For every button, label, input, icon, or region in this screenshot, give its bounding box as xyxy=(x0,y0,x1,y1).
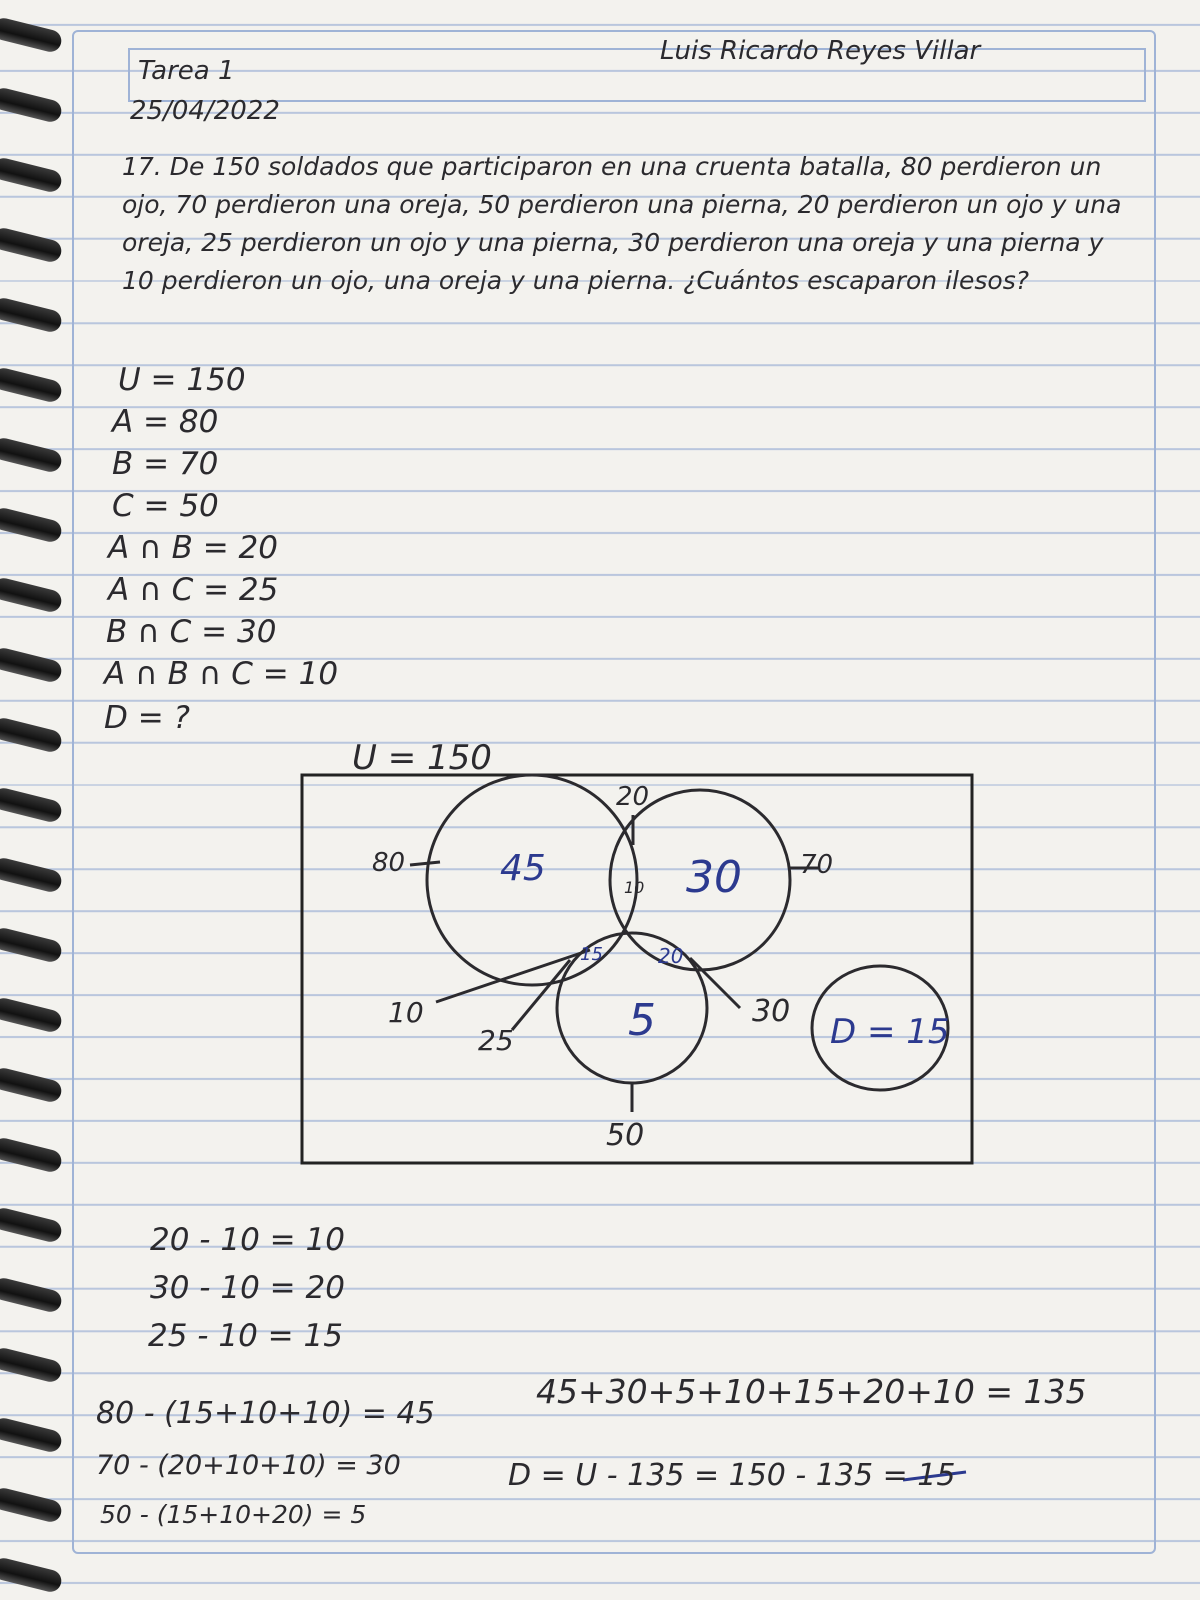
author-name: Luis Ricardo Reyes Villar xyxy=(660,36,981,66)
set-a-total: 80 xyxy=(372,848,406,878)
pair-calc: 30 - 10 = 20 xyxy=(150,1270,345,1306)
universe-label: U = 150 xyxy=(352,738,492,778)
only-c-value: 5 xyxy=(628,995,656,1046)
single-calc: 70 - (20+10+10) = 30 xyxy=(96,1450,401,1481)
pointer-line xyxy=(688,956,742,1010)
page-margin-frame xyxy=(72,30,1156,1554)
bc-only-value: 20 xyxy=(658,944,684,968)
pair-calc: 25 - 10 = 15 xyxy=(148,1318,343,1354)
d-value: D = 15 xyxy=(830,1012,950,1052)
ab-only-value: 10 xyxy=(624,878,645,897)
header-box xyxy=(128,48,1146,102)
set-c-total: 50 xyxy=(606,1118,645,1153)
abc-total-label: 10 xyxy=(388,996,424,1029)
pointer-line xyxy=(435,948,591,1004)
given-line: C = 50 xyxy=(112,488,219,524)
d-circle xyxy=(810,964,950,1092)
sum-calc: 45+30+5+10+15+20+10 = 135 xyxy=(536,1372,1087,1411)
result-calc: D = U - 135 = 150 - 135 = 15 xyxy=(508,1458,956,1493)
assignment-title: Tarea 1 xyxy=(138,56,235,86)
given-line: U = 150 xyxy=(118,362,246,398)
given-line: B ∩ C = 30 xyxy=(106,614,277,650)
pointer-line xyxy=(510,959,572,1031)
ac-only-value: 15 xyxy=(580,944,603,965)
set-b-total: 70 xyxy=(800,850,834,880)
given-line: B = 70 xyxy=(112,446,219,482)
ab-total: 20 xyxy=(616,782,650,812)
given-line: A = 80 xyxy=(112,404,219,440)
given-line: D = ? xyxy=(104,700,191,736)
single-calc: 50 - (15+10+20) = 5 xyxy=(100,1500,367,1529)
given-line: A ∩ C = 25 xyxy=(108,572,279,608)
problem-statement: 17. De 150 soldados que participaron en … xyxy=(122,152,1122,295)
pair-calc: 20 - 10 = 10 xyxy=(150,1222,345,1258)
given-line: A ∩ B = 20 xyxy=(108,530,279,566)
only-a-value: 45 xyxy=(500,848,546,889)
only-b-value: 30 xyxy=(686,852,742,903)
ac-total: 25 xyxy=(478,1024,514,1057)
assignment-date: 25/04/2022 xyxy=(130,96,280,126)
bc-total: 30 xyxy=(752,994,791,1029)
set-a-circle xyxy=(425,773,639,987)
universe-box xyxy=(300,773,974,1165)
pointer-line xyxy=(409,860,441,867)
single-calc: 80 - (15+10+10) = 45 xyxy=(96,1396,435,1431)
answer-underline xyxy=(902,1470,967,1482)
given-line: A ∩ B ∩ C = 10 xyxy=(104,656,339,692)
